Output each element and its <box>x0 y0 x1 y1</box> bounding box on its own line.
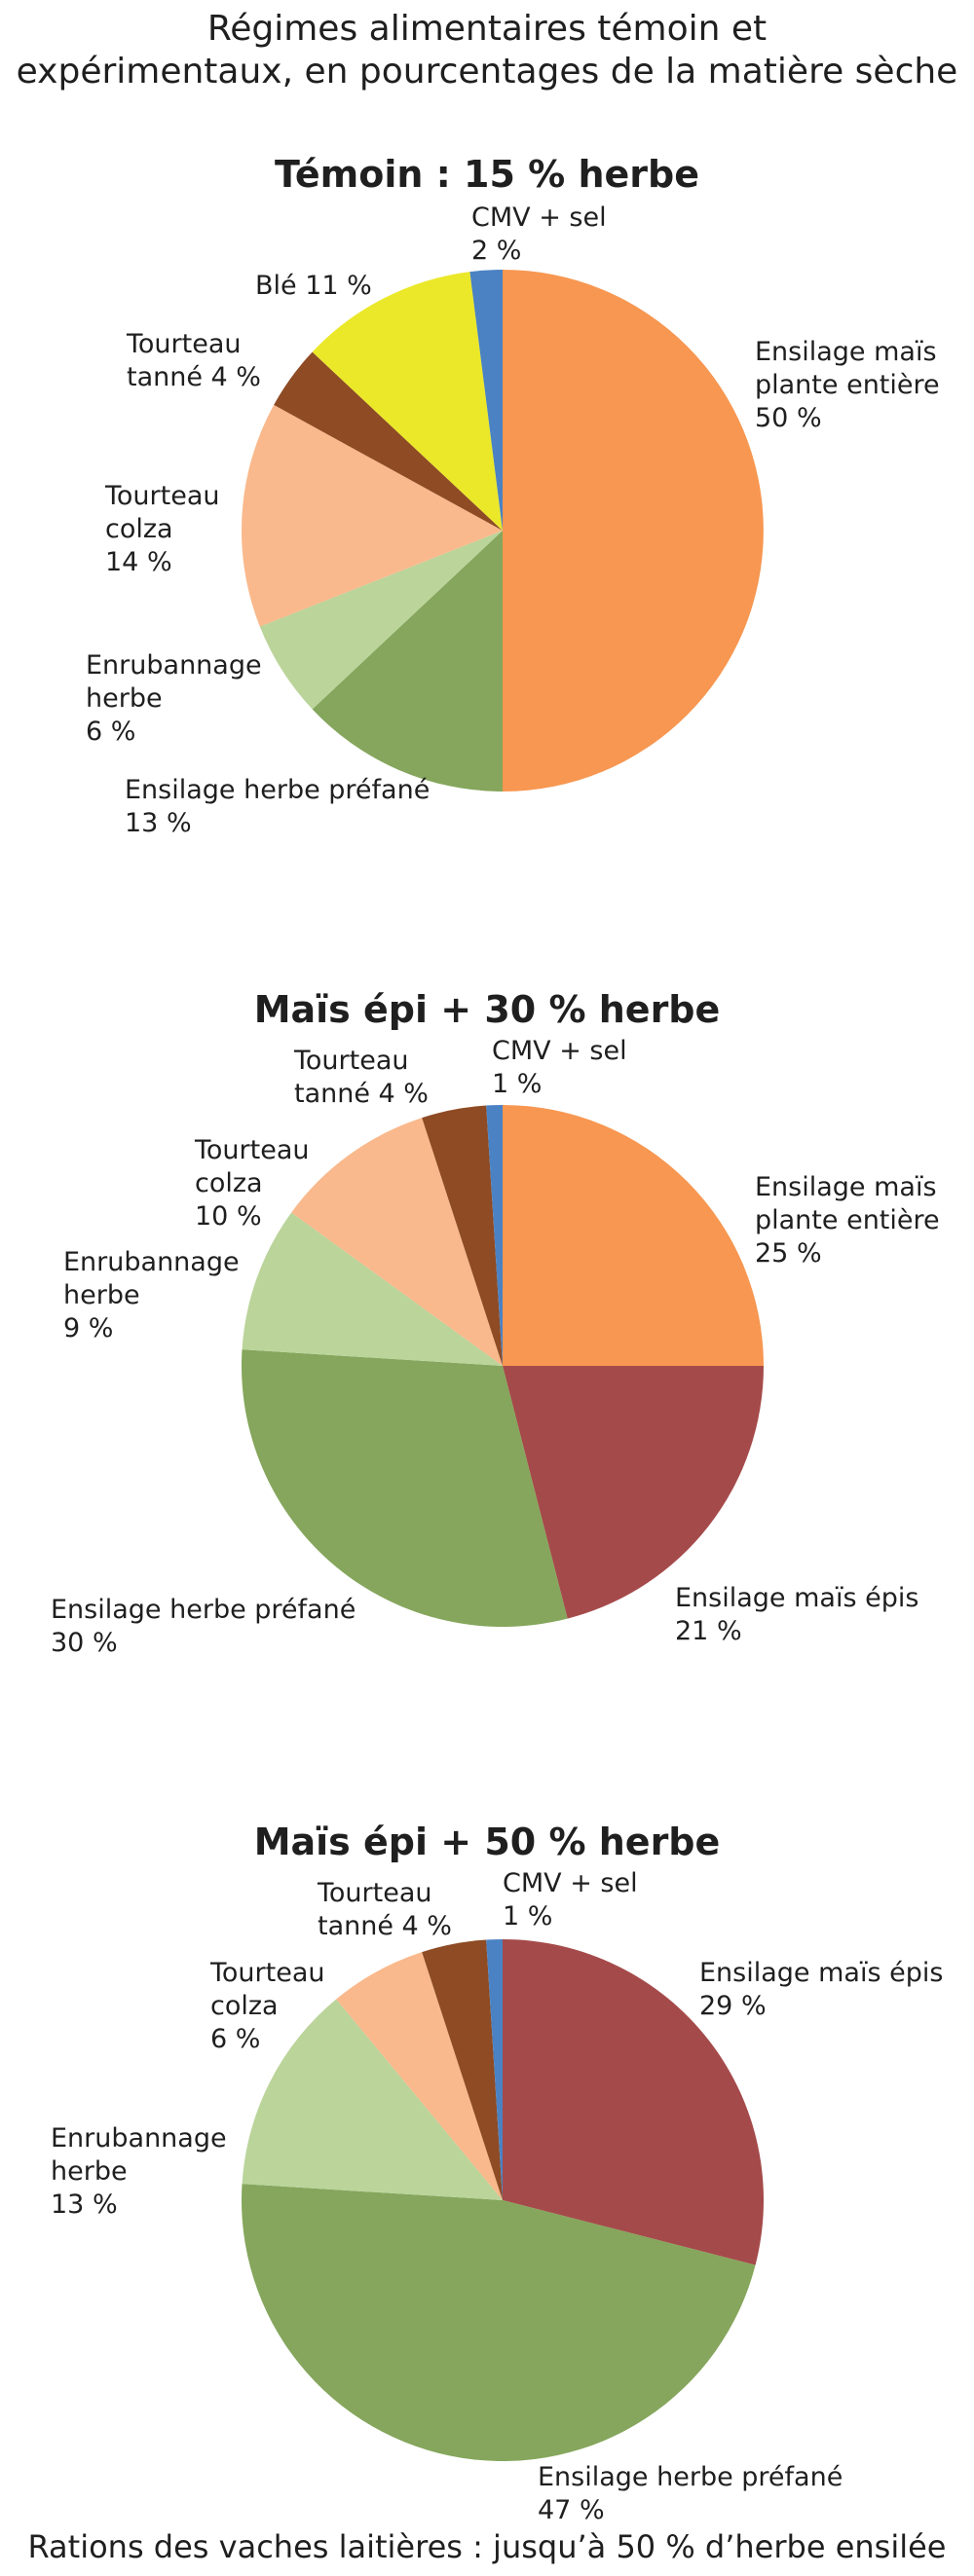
pie-slice <box>486 1105 503 1366</box>
slice-label: Tourteau colza 10 % <box>194 1135 310 1232</box>
pie-slice <box>503 1366 764 1619</box>
slice-label: Ensilage maïs épis 21 % <box>675 1583 918 1646</box>
page-title-line-1: Régimes alimentaires témoin et <box>206 9 768 49</box>
footer-caption: Rations des vaches laitières : jusqu’à 5… <box>27 2528 947 2565</box>
pie-slice <box>312 272 503 531</box>
slice-label: Tourteau tanné 4 % <box>317 1878 452 1941</box>
pie-slice <box>422 1939 503 2200</box>
pie-chart-2: Maïs épi + 30 % herbe Ensilage maïs plante… <box>51 988 940 1658</box>
pie-slice <box>291 1118 503 1366</box>
pie-slice <box>242 1999 503 2200</box>
slice-label: Ensilage herbe préfané 30 % <box>51 1595 356 1658</box>
pie-slice <box>242 1349 568 1627</box>
slice-label: Ensilage maïs plante entière 25 % <box>755 1172 940 1269</box>
pie-slice <box>336 1952 503 2200</box>
slice-label: Ensilage herbe préfané 47 % <box>538 2462 843 2525</box>
slice-label: Ensilage herbe préfané 13 % <box>125 775 430 838</box>
pie-chart-1: Témoin : 15 % herbe Ensilage maïs plante e… <box>86 153 940 838</box>
pie-slice <box>242 2184 756 2461</box>
page-title: Régimes alimentaires témoin et expérimen… <box>0 8 974 93</box>
page-title-line-2: expérimentaux, en pourcentages de la mat… <box>16 52 958 92</box>
slice-label: Ensilage maïs épis 29 % <box>699 1958 943 2021</box>
slice-label: Enrubannage herbe 13 % <box>51 2123 227 2220</box>
pie-slice <box>486 1939 503 2200</box>
slice-label: Blé 11 % <box>255 271 372 301</box>
pie-slice <box>241 404 504 627</box>
pie-slice <box>469 270 503 531</box>
pie-slice <box>242 1212 503 1366</box>
pie-slice <box>503 1105 764 1366</box>
slice-label: Tourteau colza 6 % <box>209 1958 325 2054</box>
pie-slice <box>259 531 503 710</box>
pie-slice <box>312 531 503 791</box>
chart-title: Maïs épi + 30 % herbe <box>254 988 721 1031</box>
slice-label: CMV + sel 1 % <box>492 1036 627 1099</box>
slice-label: CMV + sel 2 % <box>471 202 607 266</box>
slice-label: Enrubannage herbe 9 % <box>63 1247 240 1343</box>
slice-label: Tourteau colza 14 % <box>104 481 220 577</box>
pie-slice <box>503 1939 764 2265</box>
pie-slice <box>422 1105 503 1366</box>
chart-title: Maïs épi + 50 % herbe <box>254 1821 721 1863</box>
chart-title: Témoin : 15 % herbe <box>275 153 699 196</box>
pie-slice <box>274 351 503 531</box>
slice-label: Ensilage maïs plante entière 50 % <box>755 337 940 433</box>
slice-label: Enrubannage herbe 6 % <box>86 650 262 747</box>
slice-label: CMV + sel 1 % <box>503 1868 638 1932</box>
pie-chart-3: Maïs épi + 50 % herbe Ensilage maïs épis 2… <box>51 1821 943 2525</box>
pie-slice <box>503 270 764 791</box>
slice-label: Tourteau tanné 4 % <box>293 1046 429 1109</box>
slice-label: Tourteau tanné 4 % <box>126 329 261 392</box>
